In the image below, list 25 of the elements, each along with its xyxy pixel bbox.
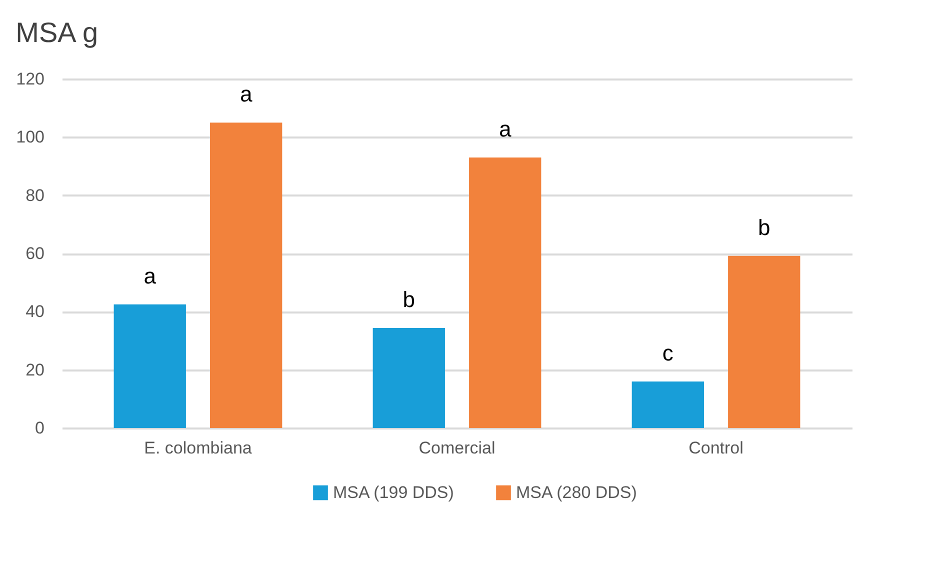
annotation: b	[402, 286, 416, 312]
bar	[372, 328, 445, 428]
y-tick-label: 60	[26, 244, 44, 263]
bar	[728, 256, 800, 428]
bar	[632, 381, 704, 428]
x-tick-label: Comercial	[418, 438, 496, 458]
annotation: a	[144, 263, 157, 288]
bar	[210, 122, 282, 428]
x-tick-label: E. colombiana	[144, 438, 252, 458]
y-tick-label: 0	[35, 418, 44, 438]
annotation: a	[240, 82, 253, 107]
y-tick-label: 40	[26, 302, 44, 322]
y-tick-label: 80	[26, 186, 44, 205]
bar	[469, 158, 542, 428]
legend-label: MSA (199 DDS)	[333, 482, 454, 502]
y-tick-label: 120	[16, 70, 44, 88]
y-tick-label: 100	[16, 128, 44, 147]
bar	[114, 304, 186, 428]
annotation: c	[662, 340, 674, 366]
annotation: b	[758, 214, 770, 240]
y-tick-label: 20	[26, 360, 44, 380]
chart-title: MSA g	[16, 17, 98, 48]
legend-label: MSA (280 DDS)	[516, 482, 637, 502]
annotation: a	[498, 116, 512, 142]
x-tick-label: Control	[688, 438, 744, 458]
